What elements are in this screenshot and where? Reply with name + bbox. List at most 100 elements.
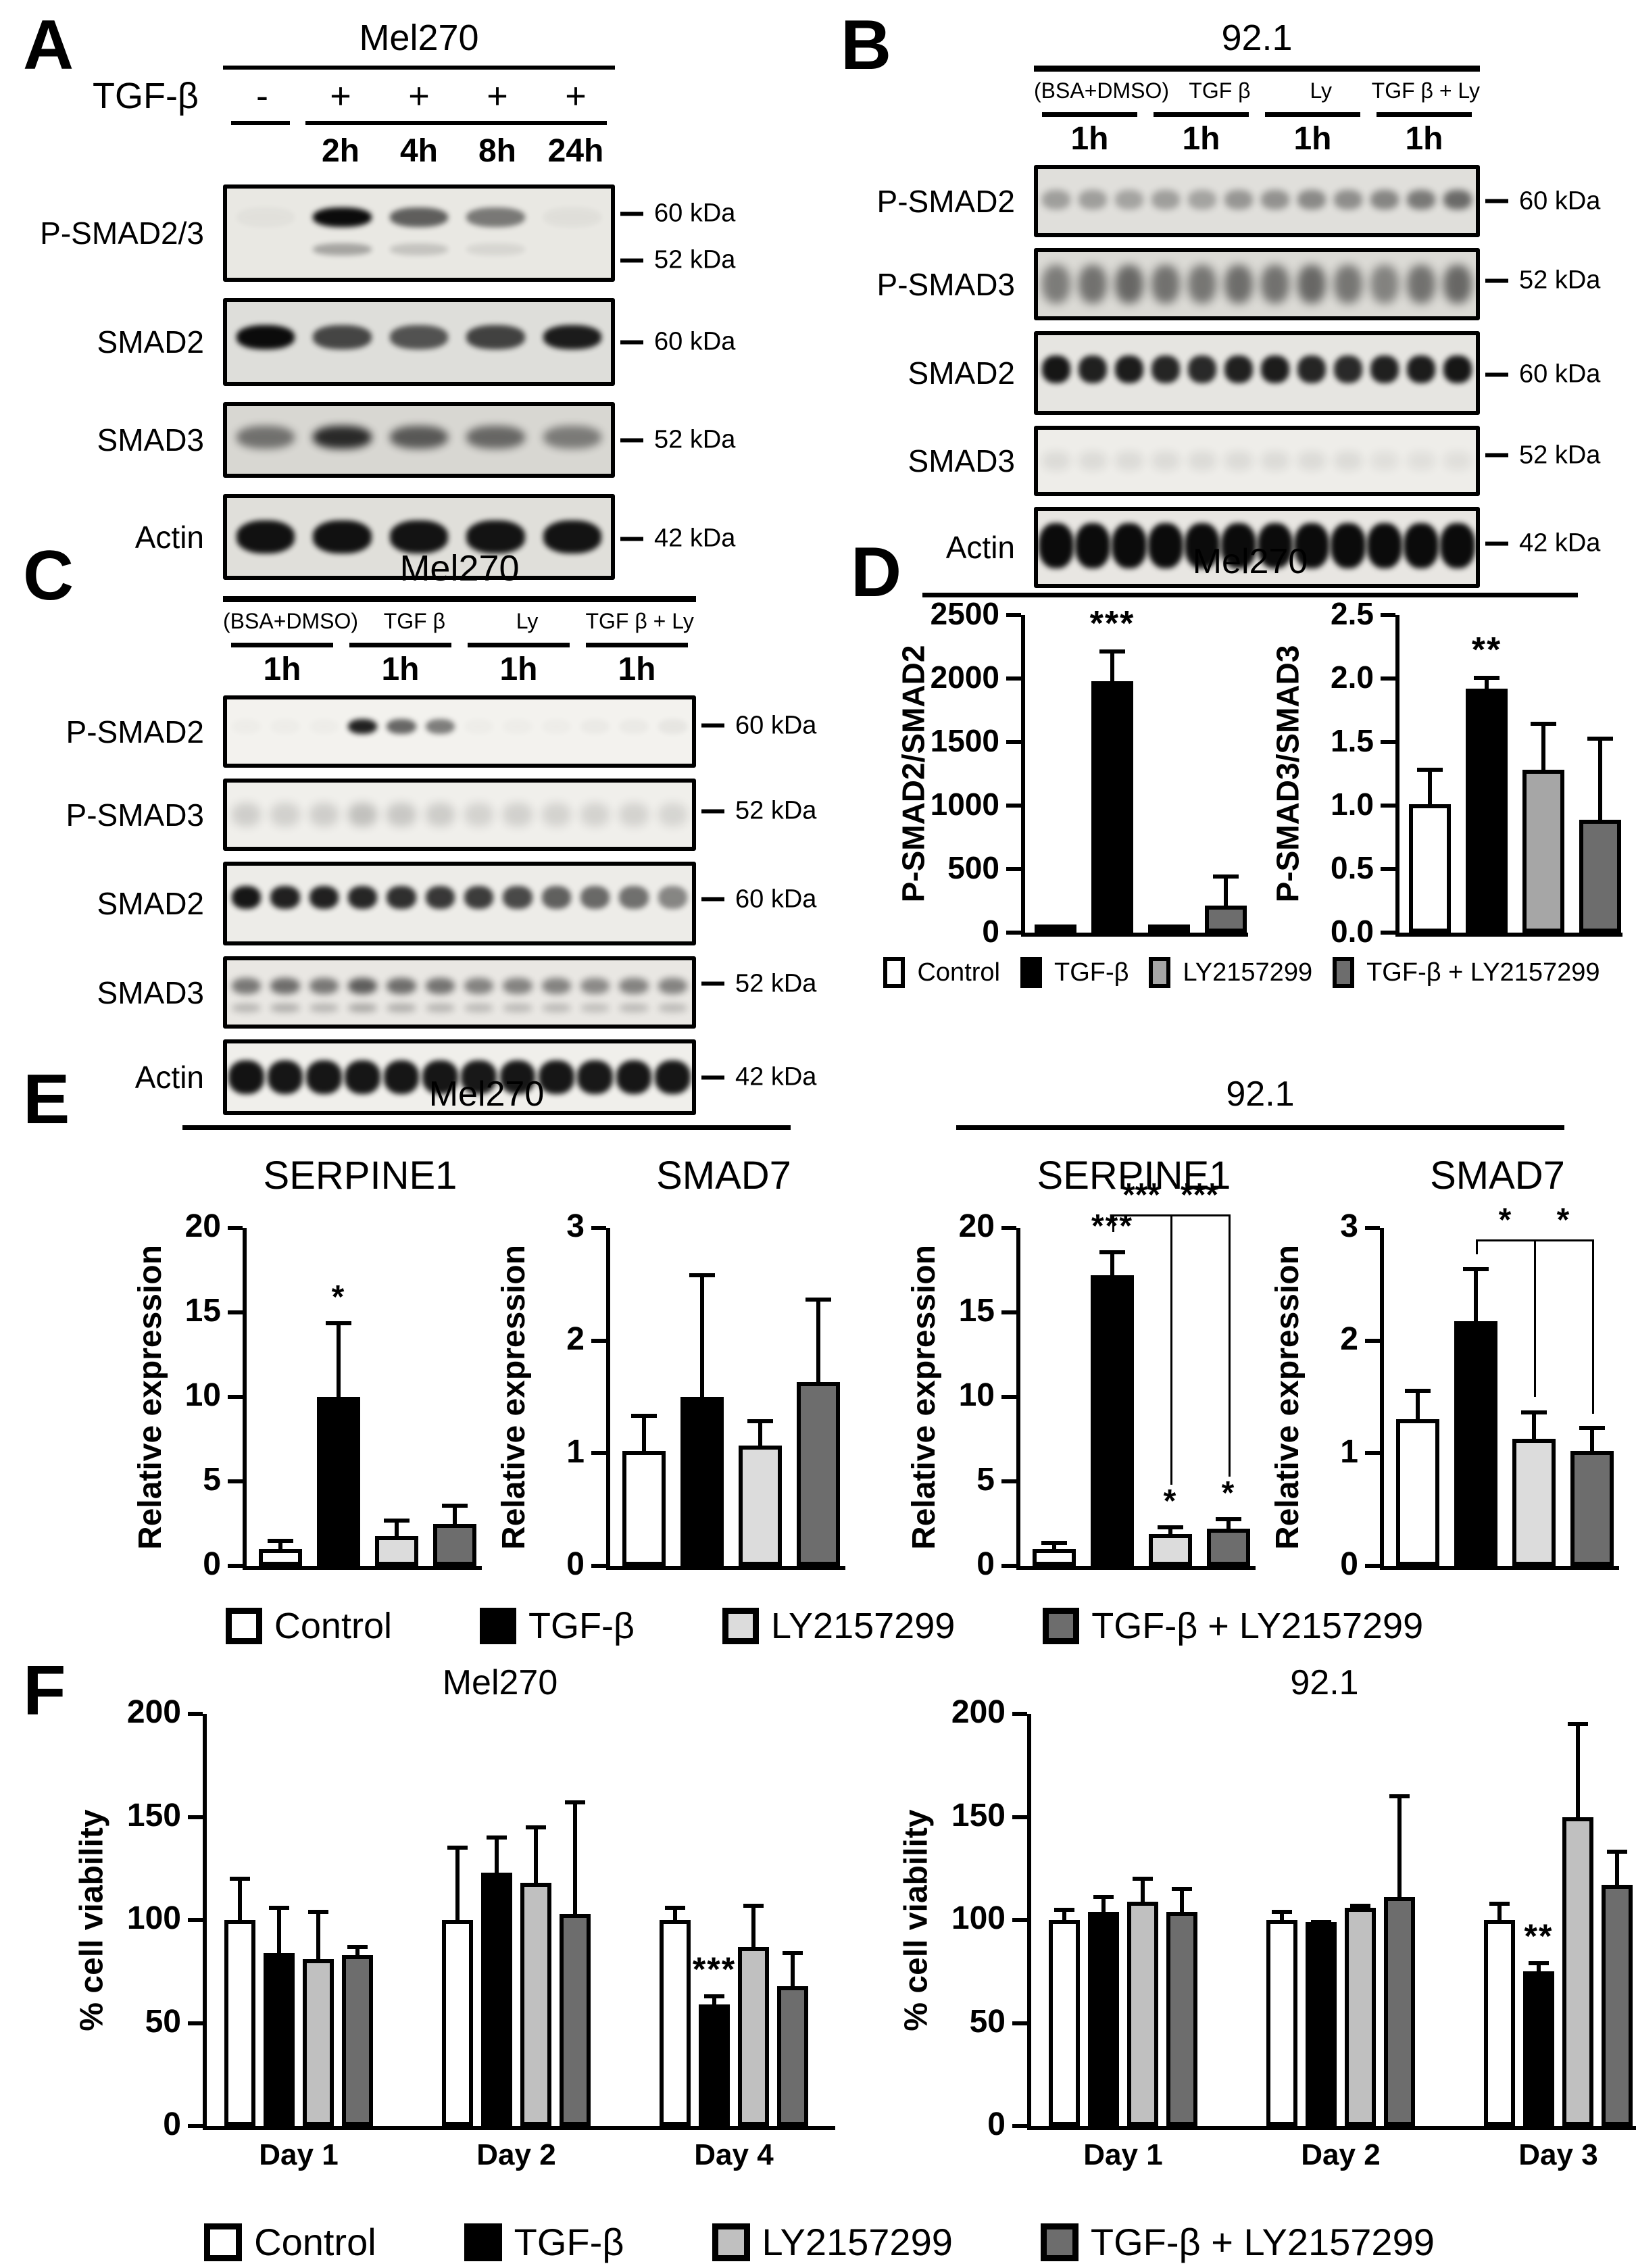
protein-band — [1334, 355, 1362, 383]
bar — [1049, 1920, 1080, 2126]
protein-band — [1258, 523, 1293, 569]
panel-d-title: Mel270 — [1192, 542, 1308, 581]
bar — [1523, 1971, 1554, 2126]
error-bar — [1224, 874, 1228, 906]
x-group-label: Day 2 — [476, 2138, 556, 2171]
panel-d-charts: P-SMAD2/SMAD2 0 500 1000 1500 2000 2500 *** P-S… — [891, 596, 1635, 949]
bar — [1205, 905, 1247, 933]
blot-label: P-SMAD2/3 — [40, 216, 204, 251]
protein-band — [425, 718, 455, 735]
protein-band — [1042, 265, 1070, 303]
error-bar-cap — [1272, 1909, 1292, 1914]
error-bar-cap — [230, 1876, 250, 1881]
chart-d1: P-SMAD2/SMAD2 0 500 1000 1500 2000 2500 *** — [891, 596, 1248, 949]
y-tick-label: 2000 — [930, 660, 999, 695]
protein-band — [1151, 355, 1180, 383]
protein-band — [616, 1060, 652, 1094]
bracket-drop — [1476, 1239, 1478, 1254]
y-tick — [591, 1338, 606, 1343]
treatment-rule — [1264, 112, 1361, 117]
treatment-label: TGF β — [1189, 78, 1251, 103]
marker-label: 52 kDa — [735, 969, 817, 998]
protein-band-secondary — [658, 1003, 688, 1012]
error-bar-cap — [565, 1800, 585, 1805]
legend-swatch — [1020, 957, 1042, 988]
y-tick-label: 2 — [1340, 1321, 1358, 1357]
protein-band — [1079, 190, 1107, 209]
panel-c-western-blot: Mel270 (BSA+DMSO) TGF β Ly TGF β + Ly 1h 1h 1h 1… — [41, 547, 838, 1115]
y-tick-label: 2.5 — [1331, 596, 1374, 632]
marker-tick — [1485, 199, 1508, 203]
error-bar — [642, 1414, 646, 1451]
bar — [264, 1952, 295, 2126]
marker-label: 60 kDa — [1519, 187, 1601, 215]
error-bar-cap — [526, 1825, 546, 1829]
error-bar-cap — [1054, 1907, 1074, 1912]
protein-band — [1443, 355, 1472, 383]
y-tick — [228, 1310, 243, 1314]
blot-image — [1034, 331, 1480, 415]
protein-band — [1188, 451, 1216, 470]
legend-item: Control — [204, 2220, 376, 2264]
bar — [259, 1549, 302, 1566]
error-bar-cap — [1213, 874, 1239, 879]
protein-band — [345, 1060, 381, 1094]
blot-image — [1034, 165, 1480, 237]
panel-a-letter: A — [23, 6, 74, 84]
treatment-label: TGF β + Ly — [1371, 78, 1481, 103]
protein-band — [1294, 523, 1329, 569]
error-bar-cap — [1489, 1901, 1510, 1906]
protein-band — [541, 803, 572, 827]
bar — [660, 1920, 691, 2126]
y-tick-label: 0 — [987, 2106, 1006, 2143]
y-tick — [1012, 2124, 1027, 2128]
lane-sign: - — [256, 76, 268, 116]
y-tick-label: 15 — [184, 1293, 221, 1329]
error-bar-cap — [1587, 737, 1613, 741]
significance-label: * — [331, 1279, 346, 1315]
bar — [1088, 1911, 1119, 2126]
protein-band — [543, 520, 602, 553]
chart-psmad2-smad2: P-SMAD2/SMAD2 0 500 1000 1500 2000 2500 *** — [891, 596, 1248, 949]
chart-title: SMAD7 — [656, 1154, 791, 1198]
significance-bracket — [1112, 1214, 1170, 1216]
blot-image — [1034, 248, 1480, 320]
error-bar-cap — [1216, 1517, 1241, 1521]
blot-image — [223, 695, 696, 768]
time-label: 4h — [399, 132, 438, 169]
error-bar-cap — [1311, 1920, 1331, 1924]
marker-tick — [701, 723, 724, 728]
error-bar-cap — [704, 1994, 724, 1998]
y-tick — [1006, 676, 1021, 681]
protein-band — [1148, 523, 1183, 569]
blot-image — [223, 779, 696, 851]
protein-band — [1407, 265, 1435, 303]
blot-label: P-SMAD3 — [66, 797, 204, 833]
bar — [1466, 689, 1508, 933]
protein-band — [425, 977, 455, 995]
protein-band — [231, 977, 262, 995]
y-tick-label: 0 — [566, 1546, 585, 1583]
marker-tick — [620, 258, 643, 263]
plot-area: Day 1 Day 2 Day 3 ** — [1027, 1714, 1636, 2171]
panel-f: F Mel270 % cell viability 0 50 100 150 200 Day… — [20, 1656, 1636, 2264]
y-axis-label: Relative expression — [495, 1244, 532, 1550]
y-tick-label: 0 — [163, 2106, 181, 2143]
protein-band — [541, 886, 572, 909]
protein-band — [658, 886, 688, 909]
y-tick — [1381, 867, 1395, 871]
protein-band — [1443, 265, 1472, 303]
protein-band — [231, 886, 262, 909]
protein-band — [1188, 265, 1216, 303]
y-tick — [1365, 1338, 1380, 1343]
y-tick — [188, 2021, 203, 2025]
bracket-drop — [1534, 1239, 1536, 1397]
panel-e-letter: E — [23, 1060, 70, 1139]
legend-swatch — [1040, 2223, 1079, 2261]
treated-lanes-rule — [305, 121, 608, 125]
marker-label: 42 kDa — [1519, 528, 1601, 558]
protein-band — [1261, 265, 1289, 303]
x-group-label: Day 1 — [259, 2138, 339, 2171]
chart-d2: P-SMAD3/SMAD3 0.0 0.5 1.0 1.5 2.0 2.5 ** — [1266, 596, 1622, 949]
protein-band — [1115, 265, 1143, 303]
